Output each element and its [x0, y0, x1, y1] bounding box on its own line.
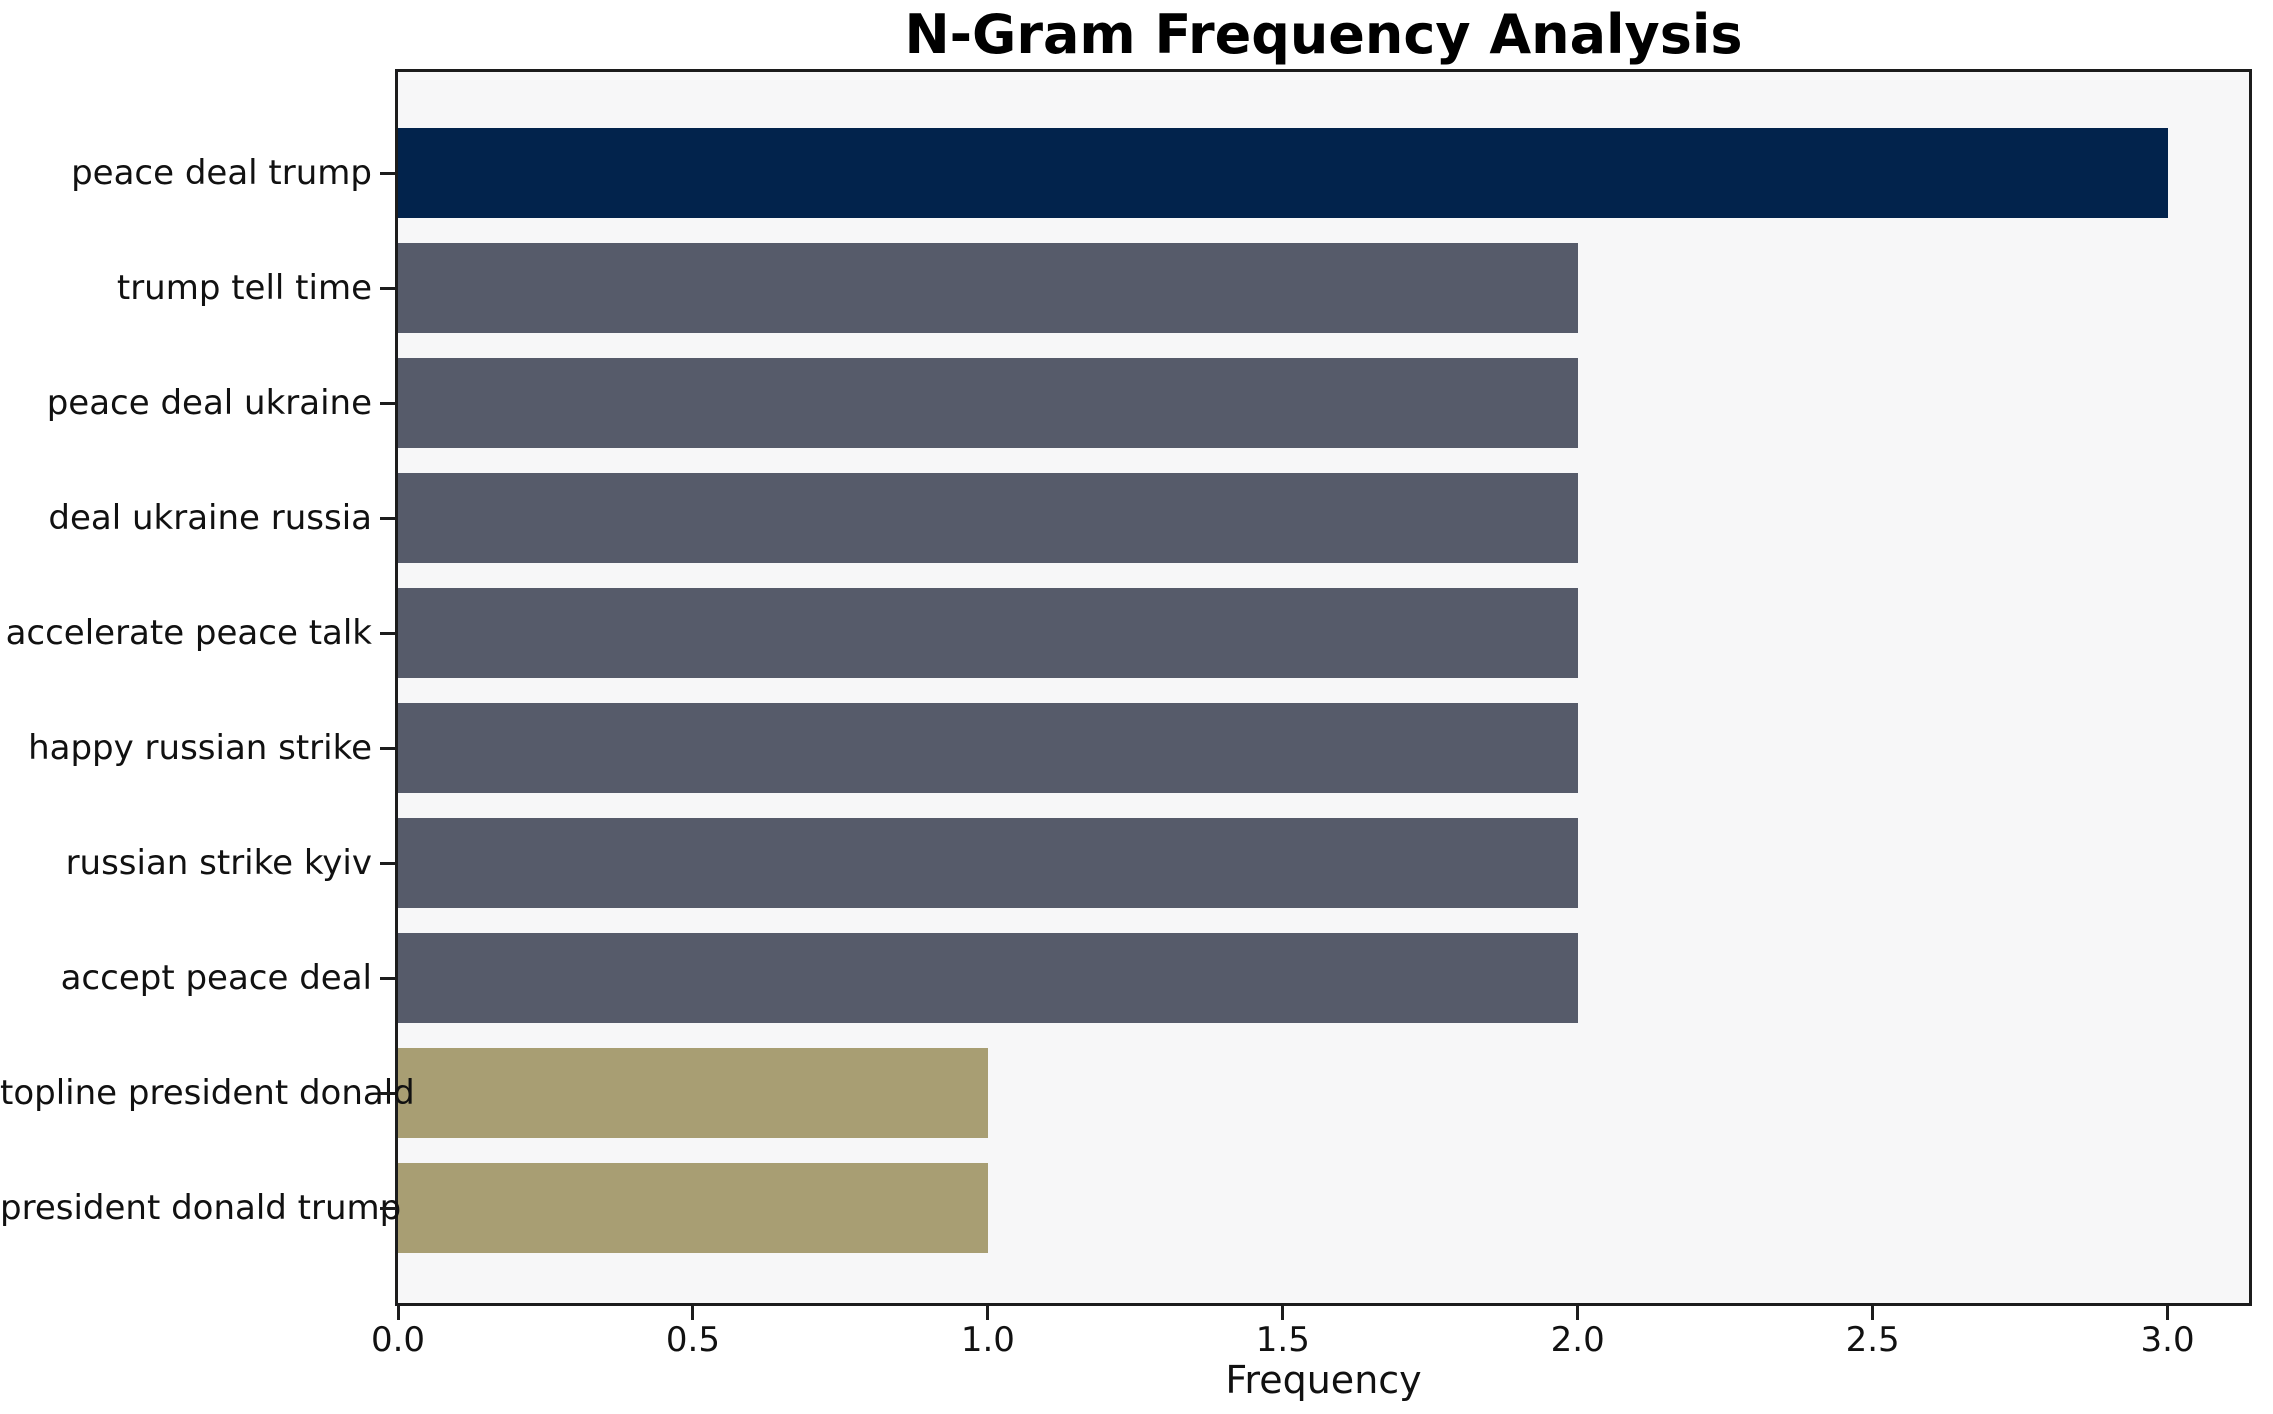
x-tick-label: 0.0 — [370, 1320, 426, 1360]
y-tick-mark — [380, 401, 395, 405]
y-tick-mark — [380, 631, 395, 635]
y-tick-label: accept peace deal — [60, 958, 372, 998]
bar — [398, 473, 1578, 563]
x-tick-mark — [1281, 1306, 1285, 1320]
x-tick-label: 1.0 — [960, 1320, 1015, 1360]
y-tick-label: happy russian strike — [28, 728, 372, 768]
y-tick-label: deal ukraine russia — [48, 498, 372, 538]
bar — [398, 1048, 988, 1138]
y-tick-mark — [380, 1206, 395, 1210]
x-tick-label: 2.0 — [1550, 1320, 1605, 1360]
x-tick-label: 2.5 — [1845, 1320, 1900, 1360]
x-axis-title: Frequency — [1225, 1358, 1422, 1402]
y-tick-mark — [380, 861, 395, 865]
y-tick-mark — [380, 746, 395, 750]
x-tick-label: 1.5 — [1255, 1320, 1310, 1360]
x-tick-mark — [1576, 1306, 1580, 1320]
x-tick-mark — [1871, 1306, 1875, 1320]
x-tick-mark — [691, 1306, 695, 1320]
x-tick-mark — [986, 1306, 990, 1320]
x-tick-label: 3.0 — [2140, 1320, 2195, 1360]
bar — [398, 1163, 988, 1253]
y-tick-mark — [380, 976, 395, 980]
y-tick-label: peace deal trump — [71, 153, 372, 193]
chart-title: N-Gram Frequency Analysis — [904, 3, 1743, 66]
y-tick-mark — [380, 1091, 395, 1095]
y-tick-mark — [380, 286, 395, 290]
bar — [398, 358, 1578, 448]
y-tick-label: topline president donald — [0, 1073, 415, 1113]
y-tick-label: russian strike kyiv — [65, 843, 372, 883]
x-tick-mark — [396, 1306, 400, 1320]
y-tick-mark — [380, 516, 395, 520]
y-tick-label: accelerate peace talk — [5, 613, 372, 653]
bar — [398, 933, 1578, 1023]
bar — [398, 703, 1578, 793]
x-tick-label: 0.5 — [665, 1320, 720, 1360]
bar — [398, 588, 1578, 678]
bars-container — [398, 72, 2249, 1303]
bar — [398, 818, 1578, 908]
y-tick-label: trump tell time — [116, 268, 372, 308]
bar — [398, 243, 1578, 333]
x-tick-mark — [2166, 1306, 2170, 1320]
y-tick-label: peace deal ukraine — [46, 383, 372, 423]
y-tick-label: president donald trump — [0, 1188, 402, 1228]
y-tick-mark — [380, 171, 395, 175]
plot-area — [395, 69, 2252, 1306]
bar — [398, 128, 2168, 218]
